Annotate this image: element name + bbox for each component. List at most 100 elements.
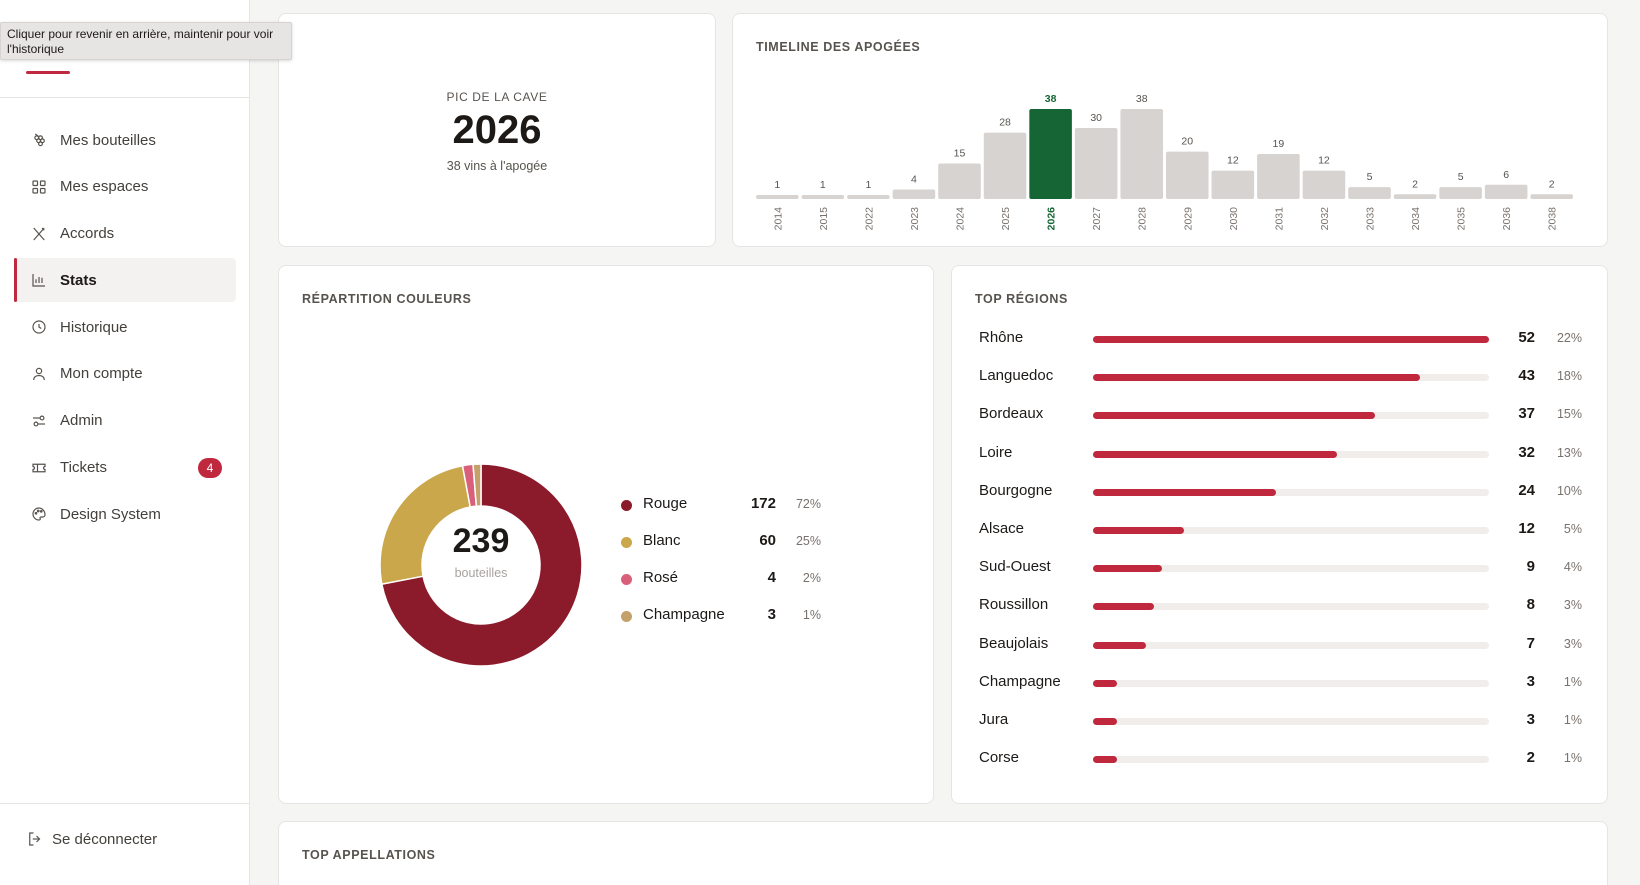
region-bar-track <box>1093 756 1489 764</box>
appellations-title: TOP APPELLATIONS <box>302 848 436 862</box>
legend-swatch <box>621 611 632 622</box>
back-button-tooltip: Cliquer pour revenir en arrière, mainten… <box>0 22 292 60</box>
region-percent: 1% <box>1563 713 1582 727</box>
sidebar-item-mon-compte[interactable]: Mon compte <box>14 352 236 396</box>
sidebar-nav: Mes bouteilles Mes espaces Accords Stats His… <box>14 118 236 539</box>
timeline-bar[interactable] <box>938 163 981 199</box>
sidebar-item-stats[interactable]: Stats <box>14 258 236 303</box>
legend-name: Champagne <box>643 606 725 623</box>
sidebar-item-label: Historique <box>60 318 128 336</box>
timeline-bar[interactable] <box>756 195 799 199</box>
palette-icon <box>30 505 48 523</box>
sidebar-item-accords[interactable]: Accords <box>14 212 236 256</box>
region-bar-track <box>1093 527 1489 534</box>
logout-button[interactable]: Se déconnecter <box>26 830 157 848</box>
logout-label: Se déconnecter <box>52 830 158 848</box>
legend-percent: 1% <box>802 608 821 622</box>
timeline-bar[interactable] <box>1530 194 1573 199</box>
timeline-bar[interactable] <box>1257 154 1300 199</box>
region-count: 12 <box>1518 520 1535 537</box>
timeline-bar[interactable] <box>1074 127 1118 199</box>
region-bar <box>1093 756 1117 764</box>
timeline-value-label: 1 <box>865 179 871 191</box>
region-percent: 5% <box>1563 522 1582 536</box>
region-row: Rhône 52 22% <box>979 329 1582 367</box>
sidebar-item-label: Mon compte <box>60 365 143 383</box>
timeline-year-label: 2024 <box>955 207 967 231</box>
region-count: 3 <box>1526 711 1535 728</box>
donut-slice-blanc[interactable] <box>379 464 472 586</box>
timeline-bar[interactable] <box>892 189 936 199</box>
legend-name: Rouge <box>643 495 688 512</box>
region-count: 9 <box>1526 558 1535 576</box>
timeline-bar[interactable] <box>1484 184 1528 199</box>
region-row: Corse 2 1% <box>979 749 1582 787</box>
sidebar-item-tickets[interactable]: Tickets 4 <box>14 446 236 490</box>
timeline-bar[interactable] <box>1211 170 1255 199</box>
sidebar-item-design-system[interactable]: Design System <box>14 492 236 536</box>
region-row: Roussillon 8 3% <box>979 596 1582 634</box>
region-bar <box>1093 718 1117 725</box>
region-name: Corse <box>979 749 1020 767</box>
tickets-count-badge: 4 <box>198 457 222 478</box>
pic-year: 2026 <box>452 108 542 152</box>
region-count: 32 <box>1518 443 1535 461</box>
region-bar <box>1093 603 1154 611</box>
legend-count: 172 <box>750 495 776 512</box>
donut-slice-rouge[interactable] <box>380 463 583 667</box>
region-name: Champagne <box>979 672 1061 690</box>
donut-slice-champagne[interactable] <box>472 463 482 507</box>
region-bar <box>1093 450 1337 458</box>
sidebar-item-admin[interactable]: Admin <box>14 399 236 443</box>
timeline-year-label: 2025 <box>1000 207 1012 231</box>
donut-total: 239 <box>452 522 510 560</box>
timeline-bar[interactable] <box>1348 187 1391 199</box>
timeline-bar[interactable] <box>801 195 845 199</box>
timeline-bar[interactable] <box>1029 109 1072 199</box>
ticket-icon <box>30 459 48 477</box>
timeline-bar[interactable] <box>847 195 890 199</box>
region-name: Jura <box>979 711 1009 728</box>
timeline-year-label: 2038 <box>1547 207 1559 231</box>
region-name: Roussillon <box>979 596 1049 614</box>
region-percent: 10% <box>1556 483 1582 498</box>
sidebar-item-label: Design System <box>60 505 161 523</box>
region-bar-track <box>1093 603 1489 611</box>
timeline-value-label: 6 <box>1503 169 1509 181</box>
legend-item: Rouge 172 72% <box>621 493 821 530</box>
sidebar-item-historique[interactable]: Historique <box>14 305 236 349</box>
sidebar-item-mes-bouteilles[interactable]: Mes bouteilles <box>14 118 236 162</box>
timeline-year-label: 2028 <box>1137 207 1149 231</box>
timeline-value-label: 38 <box>1136 93 1148 105</box>
sidebar-item-mes-espaces[interactable]: Mes espaces <box>14 165 236 209</box>
sidebar-item-label: Accords <box>60 225 115 243</box>
legend-swatch <box>621 500 632 511</box>
legend-item: Champagne 3 1% <box>621 604 821 641</box>
timeline-title: TIMELINE DES APOGÉES <box>756 40 921 54</box>
timeline-value-label: 5 <box>1367 171 1373 183</box>
legend-count: 3 <box>767 606 776 623</box>
timeline-value-label: 38 <box>1045 93 1057 105</box>
sidebar-item-label: Stats <box>60 271 97 289</box>
timeline-bar[interactable] <box>1302 170 1346 199</box>
legend-name: Blanc <box>643 532 681 549</box>
timeline-bar[interactable] <box>1120 109 1163 199</box>
timeline-bar[interactable] <box>1439 187 1482 199</box>
timeline-value-label: 19 <box>1273 138 1285 150</box>
legend-percent: 72% <box>795 497 821 511</box>
timeline-bar[interactable] <box>1166 151 1209 199</box>
region-count: 52 <box>1518 329 1535 346</box>
region-row: Alsace 12 5% <box>979 520 1582 558</box>
timeline-bar[interactable] <box>983 132 1027 199</box>
timeline-bar[interactable] <box>1393 194 1437 199</box>
sliders-icon <box>30 412 48 430</box>
region-count: 3 <box>1526 672 1535 690</box>
timeline-value-label: 12 <box>1227 155 1239 167</box>
region-name: Languedoc <box>979 367 1054 385</box>
grapes-icon <box>30 131 48 149</box>
timeline-value-label: 20 <box>1181 136 1193 148</box>
region-bar <box>1093 336 1489 343</box>
legend-swatch <box>621 537 632 548</box>
donut-total-label: bouteilles <box>454 566 508 580</box>
timeline-value-label: 1 <box>820 179 826 191</box>
